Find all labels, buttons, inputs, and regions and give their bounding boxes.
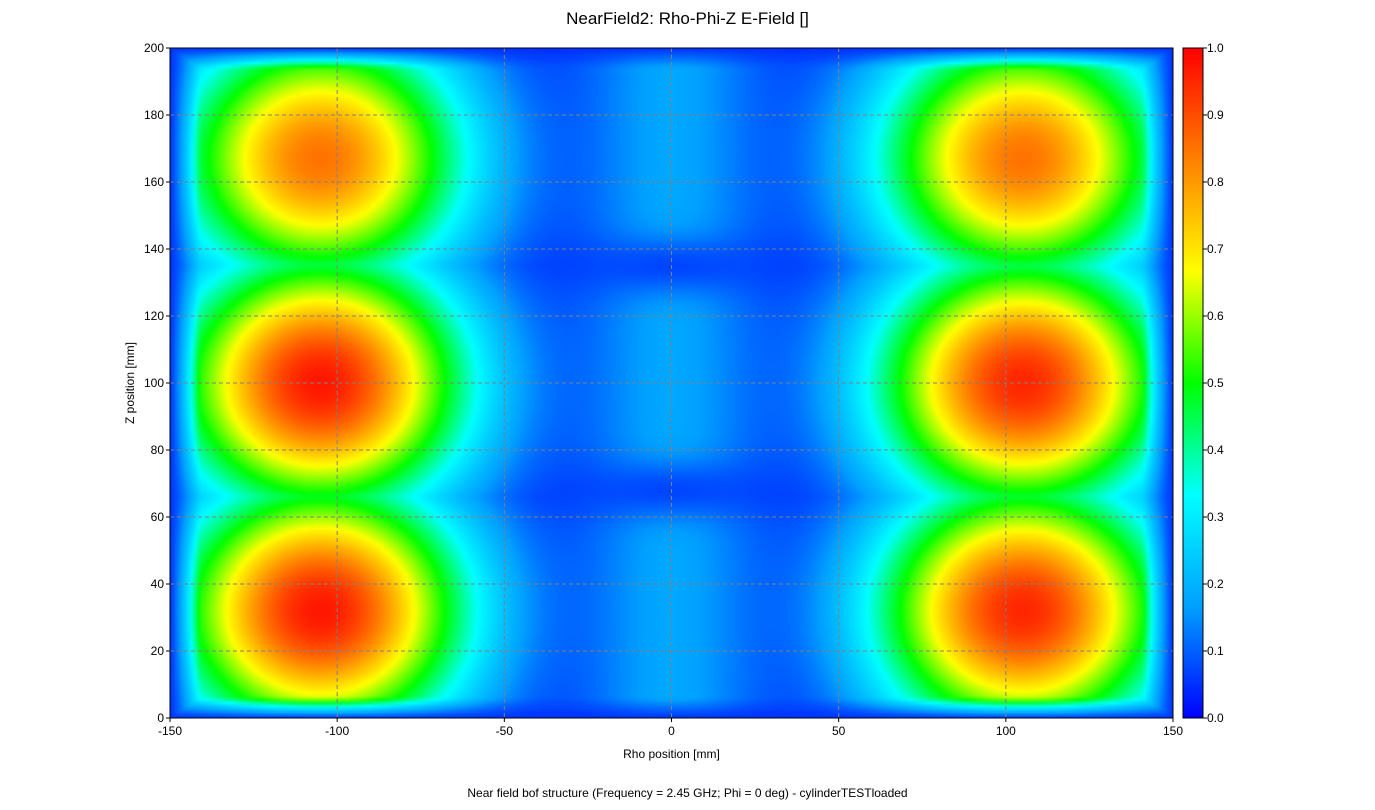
y-tick-label: 100 [144,376,164,390]
y-tick-label: 180 [144,108,164,122]
y-tick-label: 80 [151,443,165,457]
colorbar-tick-label: 0.2 [1207,577,1224,591]
y-tick-label: 60 [151,510,165,524]
y-tick-label: 0 [157,711,164,725]
x-tick-label: -100 [325,724,349,738]
y-axis-label: Z position [mm] [123,341,137,425]
colorbar-tick-label: 0.3 [1207,510,1224,524]
colorbar-tick-label: 0.0 [1207,711,1224,725]
y-tick-label: 200 [144,41,164,55]
colorbar-tick-label: 0.9 [1207,108,1224,122]
footer-note: Near field bof structure (Frequency = 2.… [467,786,908,800]
x-tick-label: 100 [996,724,1016,738]
colorbar-tick-label: 0.4 [1207,443,1224,457]
x-tick-label: -150 [158,724,182,738]
colorbar-tick-label: 0.5 [1207,376,1224,390]
colorbar-ticks: 0.0 0.1 0.2 0.3 0.4 0.5 0.6 0.7 0.8 0.9 1.0 [1203,41,1224,725]
grid-lines [170,48,1173,718]
colorbar-tick-label: 1.0 [1207,41,1224,55]
x-axis-ticks: -150 -100 -50 0 50 100 150 [158,718,1183,738]
x-axis-label: Rho position [mm] [623,747,720,761]
y-axis-ticks: 0 20 40 60 80 100 120 140 160 180 200 [144,41,170,725]
y-tick-label: 140 [144,242,164,256]
colorbar [1182,47,1204,719]
y-tick-label: 120 [144,309,164,323]
chart-title: NearField2: Rho-Phi-Z E-Field [] [566,9,809,28]
colorbar-tick-label: 0.8 [1207,175,1224,189]
y-tick-label: 160 [144,175,164,189]
x-tick-label: 150 [1163,724,1183,738]
colorbar-tick-label: 0.6 [1207,309,1224,323]
y-tick-label: 20 [151,644,165,658]
y-tick-label: 40 [151,577,165,591]
colorbar-tick-label: 0.1 [1207,644,1224,658]
x-tick-label: 50 [832,724,846,738]
colorbar-tick-label: 0.7 [1207,242,1224,256]
x-tick-label: -50 [496,724,514,738]
x-tick-label: 0 [668,724,675,738]
